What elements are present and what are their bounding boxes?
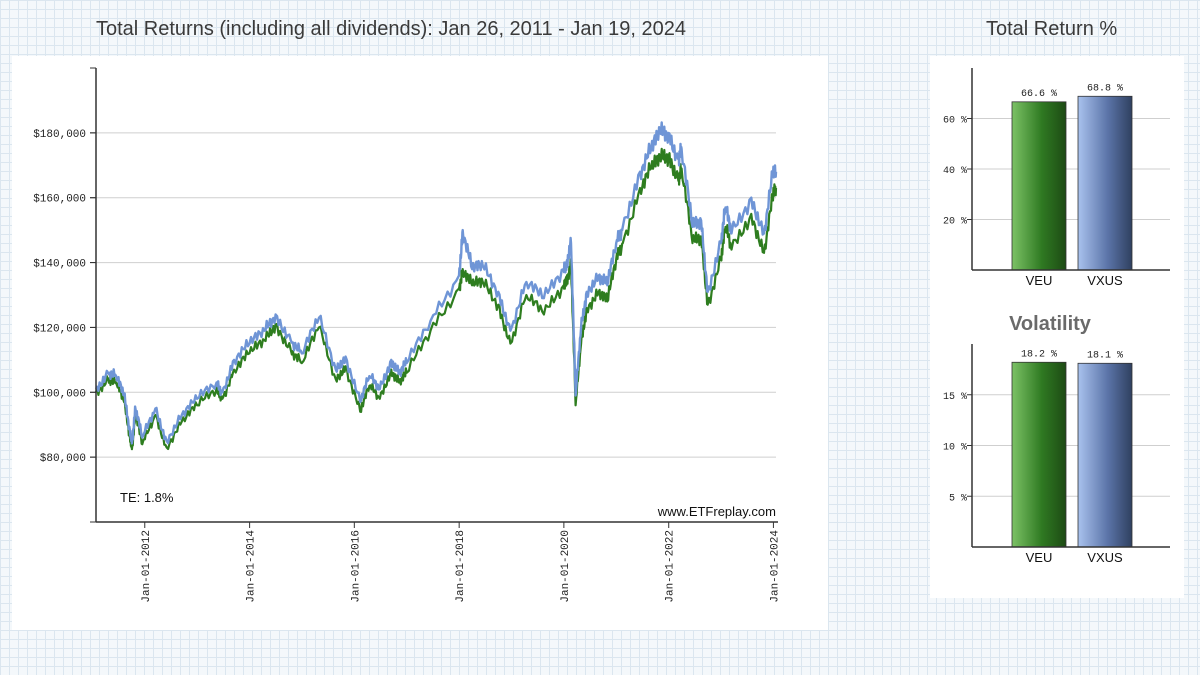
line-chart: $80,000 $100,000 $120,000 $140,000 $160,000 $…: [33, 67, 781, 603]
bar-category-label: VXUS: [1087, 550, 1123, 565]
x-tick-label: Jan-01-2012: [141, 530, 153, 603]
bar-value-label: 18.1 %: [1087, 350, 1123, 361]
bar-charts: 20 % 40 % 60 % 66.6 % VEU 68.8 % VXUS Volatili…: [943, 68, 1170, 565]
volatility-title: Volatility: [1009, 313, 1092, 335]
main-chart-title: Total Returns (including all dividends):…: [96, 18, 686, 40]
bar-value-label: 68.8 %: [1087, 83, 1123, 94]
bar-category-label: VEU: [1026, 273, 1053, 288]
line-chart-y-ticks: $80,000 $100,000 $120,000 $140,000 $160,000 $…: [33, 67, 96, 523]
y-tick-label: 5 %: [949, 493, 967, 504]
total-return-bar-chart: 20 % 40 % 60 % 66.6 % VEU 68.8 % VXUS: [943, 68, 1170, 288]
y-tick-label: 20 %: [943, 217, 967, 228]
bar-category-label: VXUS: [1087, 273, 1123, 288]
bar-category-label: VEU: [1026, 550, 1053, 565]
y-tick-label: $180,000: [33, 129, 86, 141]
bar-vxus: [1077, 362, 1133, 548]
x-tick-label: Jan-01-2018: [455, 530, 467, 603]
x-tick-label: Jan-01-2016: [350, 530, 362, 603]
line-chart-series: [94, 121, 778, 451]
y-tick-label: $120,000: [33, 323, 86, 335]
y-tick-label: 40 %: [943, 166, 967, 177]
y-tick-label: $160,000: [33, 194, 86, 206]
line-chart-panel: $80,000 $100,000 $120,000 $140,000 $160,000 $…: [12, 56, 828, 630]
line-chart-gridlines: [96, 132, 776, 458]
y-tick-label: $140,000: [33, 259, 86, 271]
x-tick-label: Jan-01-2024: [769, 530, 781, 603]
bar-value-label: 18.2 %: [1021, 349, 1057, 360]
bar-veu: [1011, 361, 1067, 548]
x-tick-label: Jan-01-2014: [246, 530, 258, 603]
y-tick-label: 10 %: [943, 443, 967, 454]
watermark: www.ETFreplay.com: [657, 504, 776, 519]
line-chart-x-ticks: Jan-01-2012 Jan-01-2014 Jan-01-2016 Jan-01-…: [141, 522, 781, 603]
x-tick-label: Jan-01-2022: [665, 530, 677, 603]
y-tick-label: 60 %: [943, 116, 967, 127]
y-tick-label: $80,000: [40, 453, 86, 465]
volatility-bar-chart: 5 % 10 % 15 % 18.2 % VEU 18.1 % VXUS: [943, 344, 1170, 565]
x-tick-label: Jan-01-2020: [560, 530, 572, 603]
y-tick-label: 15 %: [943, 392, 967, 403]
total-return-title: Total Return %: [986, 18, 1118, 40]
line-chart-axes: [95, 68, 778, 523]
series-line-vxus: [94, 121, 778, 445]
tracking-error-label: TE: 1.8%: [120, 490, 174, 505]
bar-value-label: 66.6 %: [1021, 89, 1057, 100]
bar-vxus: [1077, 95, 1133, 271]
bar-veu: [1011, 101, 1067, 271]
side-bar-charts-panel: 20 % 40 % 60 % 66.6 % VEU 68.8 % VXUS Volatili…: [930, 56, 1184, 598]
series-line-veu: [94, 147, 778, 451]
y-tick-label: $100,000: [33, 388, 86, 400]
